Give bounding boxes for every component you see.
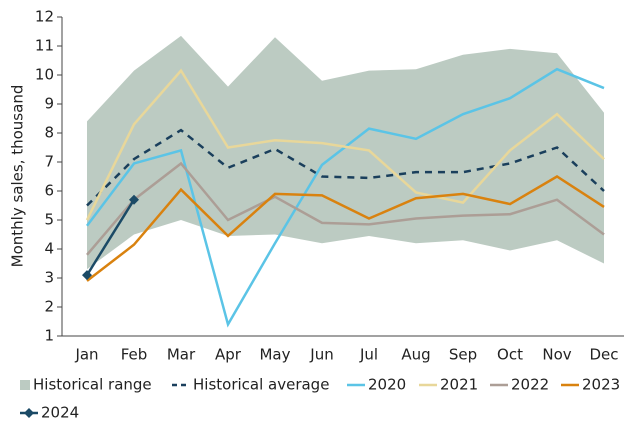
- y-tick-label: 1: [44, 327, 54, 345]
- legend-marker: [24, 408, 34, 418]
- legend-swatch: [20, 380, 30, 390]
- x-tick-label: Apr: [215, 346, 242, 364]
- legend-label: 2022: [511, 376, 549, 394]
- y-tick-label: 6: [44, 182, 54, 200]
- legend-label: 2024: [41, 404, 79, 422]
- y-tick-label: 11: [35, 37, 54, 55]
- legend-label: Historical average: [193, 376, 329, 394]
- legend-label: Historical range: [33, 376, 152, 394]
- series-line: [86, 161, 605, 256]
- series-line: [86, 128, 605, 207]
- x-tick-label: Sep: [449, 346, 477, 364]
- y-axis-label: Monthly sales, thousand: [9, 85, 27, 268]
- x-tick-label: May: [259, 346, 290, 364]
- y-tick-label: 8: [44, 124, 54, 142]
- x-tick-label: Dec: [589, 346, 618, 364]
- series-marker: [129, 194, 139, 205]
- x-tick-label: Feb: [121, 346, 148, 364]
- y-tick-label: 7: [44, 153, 54, 171]
- y-tick-label: 9: [44, 95, 54, 113]
- x-tick-label: Jan: [74, 346, 98, 364]
- x-tick-label: Nov: [542, 346, 571, 364]
- y-tick-label: 5: [44, 211, 54, 229]
- y-tick-label: 2: [44, 298, 54, 316]
- y-tick-label: 12: [35, 8, 54, 26]
- series-line: [85, 199, 136, 276]
- x-tick-label: Mar: [167, 346, 196, 364]
- y-tick-label: 3: [44, 269, 54, 287]
- y-tick-label: 10: [35, 66, 54, 84]
- legend-label: 2023: [582, 376, 620, 394]
- range-area: [87, 35, 604, 270]
- legend-label: 2021: [440, 376, 478, 394]
- y-tick-label: 4: [44, 240, 54, 258]
- series-marker: [82, 270, 92, 281]
- legend-label: 2020: [368, 376, 406, 394]
- series-line: [85, 68, 605, 221]
- x-tick-label: Jun: [309, 346, 333, 364]
- x-tick-label: Jul: [359, 346, 378, 364]
- series-line: [86, 175, 605, 282]
- x-tick-label: Aug: [401, 346, 430, 364]
- x-tick-label: Oct: [497, 346, 523, 364]
